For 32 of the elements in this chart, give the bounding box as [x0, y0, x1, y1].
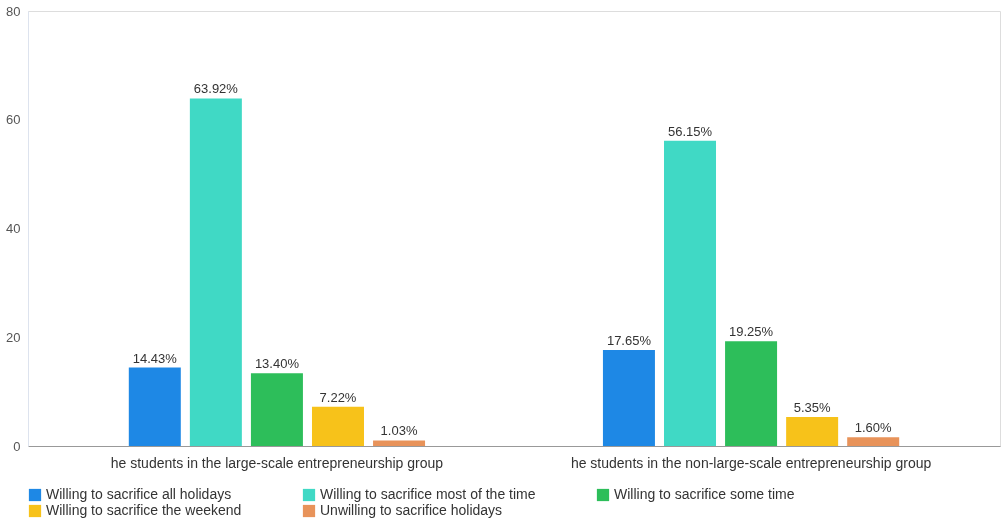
y-tick-label: 80	[6, 3, 21, 19]
legend-label: Willing to sacrifice some time	[614, 486, 795, 502]
legend-label: Willing to sacrifice all holidays	[46, 486, 232, 502]
data-label: 17.65%	[606, 333, 652, 349]
bar	[128, 367, 181, 446]
bar	[847, 437, 900, 446]
bar	[725, 341, 778, 446]
data-label: 14.43%	[132, 350, 178, 366]
legend-label: Unwilling to sacrifice holidays	[320, 502, 503, 518]
data-label: 19.25%	[729, 324, 774, 340]
y-tick-label: 40	[6, 221, 21, 236]
y-tick-label: 20	[6, 329, 21, 345]
bar	[311, 406, 364, 446]
data-label: 7.22%	[319, 389, 357, 405]
legend-label: Willing to sacrifice the weekend	[46, 502, 242, 518]
data-label: 1.03%	[380, 423, 418, 439]
bar	[786, 416, 839, 446]
bar	[602, 350, 655, 446]
bar	[189, 98, 242, 446]
x-tick-label: he students in the large-scale entrepreneurship group	[110, 454, 444, 471]
bar	[373, 440, 426, 446]
data-label: 1.60%	[854, 420, 893, 436]
data-label: 13.40%	[254, 356, 300, 372]
data-label: 5.35%	[793, 399, 831, 415]
y-tick-label: 0	[13, 438, 21, 454]
legend-label: Willing to sacrifice most of the time	[320, 486, 536, 502]
bar	[250, 373, 303, 446]
y-tick-label: 60	[6, 112, 21, 128]
data-label: 63.92%	[193, 81, 239, 97]
bar	[664, 140, 717, 446]
data-label: 56.15%	[667, 123, 713, 139]
x-tick-label: he students in the non-large-scale entrepreneurship group	[570, 454, 932, 471]
